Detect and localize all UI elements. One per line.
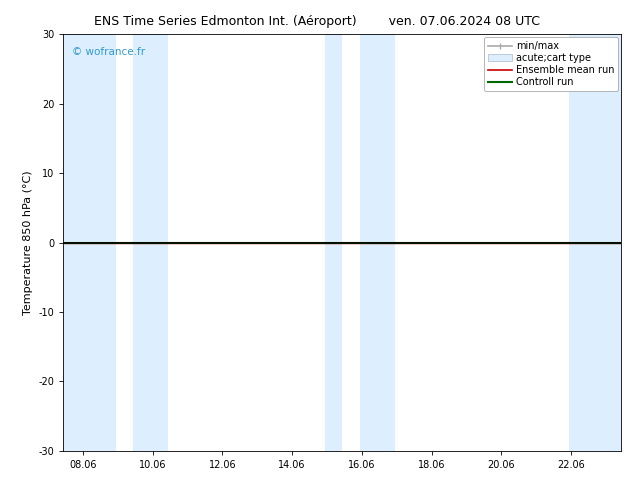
Text: ENS Time Series Edmonton Int. (Aéroport)        ven. 07.06.2024 08 UTC: ENS Time Series Edmonton Int. (Aéroport)… xyxy=(94,15,540,28)
Y-axis label: Temperature 850 hPa (°C): Temperature 850 hPa (°C) xyxy=(23,170,33,315)
Text: © wofrance.fr: © wofrance.fr xyxy=(72,47,145,57)
Bar xyxy=(133,34,168,451)
Bar xyxy=(569,34,621,451)
Bar xyxy=(63,34,115,451)
Legend: min/max, acute;cart type, Ensemble mean run, Controll run: min/max, acute;cart type, Ensemble mean … xyxy=(484,37,618,91)
Bar xyxy=(325,34,342,451)
Bar xyxy=(359,34,394,451)
